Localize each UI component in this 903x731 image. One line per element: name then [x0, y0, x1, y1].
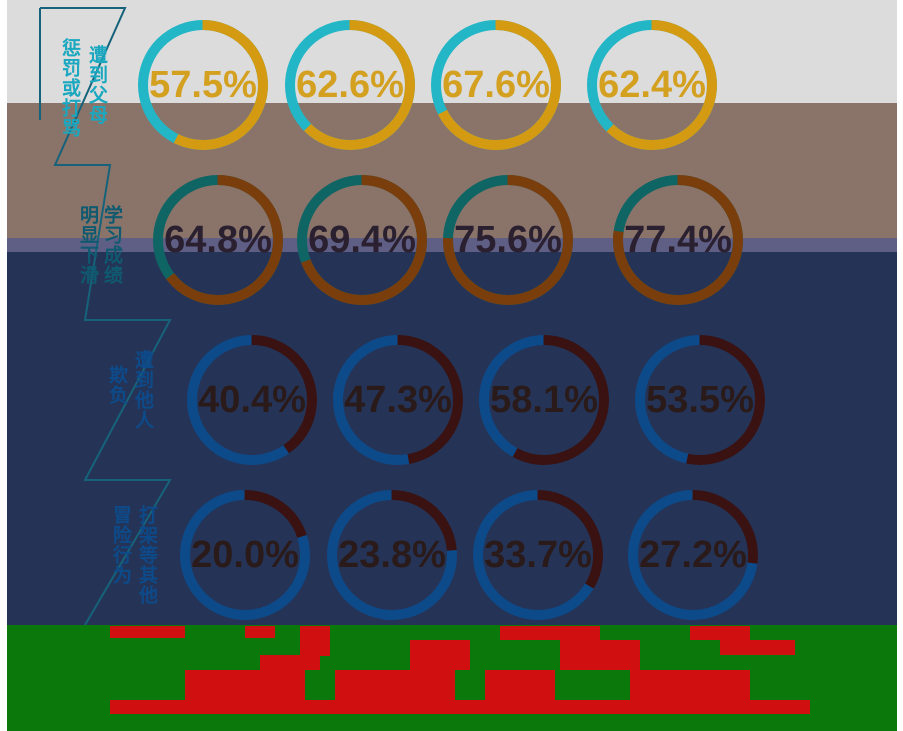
ring-value: [180, 490, 310, 620]
row-label: 惩罚或打骂: [59, 37, 81, 138]
row-label: 冒险行为: [110, 505, 133, 585]
ring-value: [587, 20, 717, 150]
ring-value: [479, 335, 609, 465]
ring-value: [635, 335, 765, 465]
ring-value: [613, 175, 743, 305]
row-label: 学习成绩: [101, 204, 123, 285]
ring-value: [443, 175, 573, 305]
value-label: 40.4%: [198, 379, 306, 421]
value-label: 23.8%: [338, 534, 446, 576]
value-label: 62.4%: [598, 64, 706, 106]
value-label: 69.4%: [308, 219, 416, 261]
value-label: 33.7%: [484, 534, 592, 576]
ring-value: [153, 175, 283, 305]
value-label: 53.5%: [646, 379, 754, 421]
value-label: 62.6%: [296, 64, 404, 106]
ring-value: [628, 490, 758, 620]
ring-value: [285, 20, 415, 150]
ring-value: [473, 490, 603, 620]
ring-value: [297, 175, 427, 305]
value-label: 47.3%: [344, 379, 452, 421]
glitch-blocks: [110, 626, 810, 714]
row-label: 打架等其他: [136, 504, 159, 605]
row-label: 欺负: [106, 364, 128, 405]
ring-value: [138, 20, 268, 150]
value-label: 77.4%: [624, 219, 732, 261]
ring-value: [333, 335, 463, 465]
divider-zigzag: [40, 7, 172, 626]
value-label: 20.0%: [191, 534, 299, 576]
value-label: 64.8%: [164, 219, 272, 261]
ring-value: [187, 335, 317, 465]
row-label: 遭到他人: [132, 350, 155, 430]
value-label: 57.5%: [149, 64, 257, 106]
ring-value: [327, 490, 457, 620]
ring-value: [431, 20, 561, 150]
value-label: 58.1%: [490, 379, 598, 421]
value-label: 67.6%: [442, 64, 550, 106]
value-label: 75.6%: [454, 219, 562, 261]
row-label: 遭到父母: [86, 45, 109, 125]
value-label: 27.2%: [639, 534, 747, 576]
row-label: 明显下滑: [77, 205, 99, 285]
